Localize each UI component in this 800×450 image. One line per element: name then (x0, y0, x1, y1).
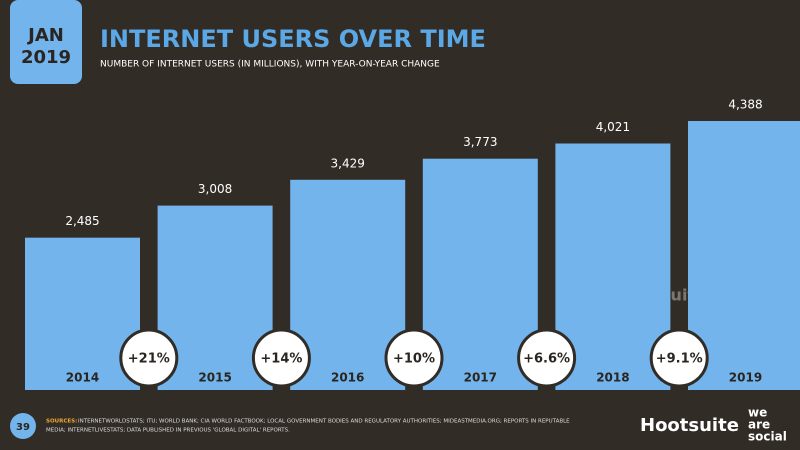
change-label: +6.6% (523, 352, 570, 367)
chart-title: INTERNET USERS OVER TIME (100, 25, 486, 53)
x-tick-label: 2016 (331, 371, 364, 385)
sources: INTERNETWORLDSTATS; ITU; WORLD BANK; CIA… (78, 419, 570, 425)
year: 2019 (21, 47, 71, 68)
brand: we (748, 406, 767, 420)
bar (688, 120, 800, 390)
value-label: 3,773 (463, 135, 497, 149)
x-tick-label: 2017 (464, 371, 497, 385)
x-tick-label: 2018 (596, 371, 629, 385)
subtitle: NUMBER OF INTERNET USERS (IN MILLIONS), … (100, 60, 440, 70)
value-label: 3,429 (331, 156, 365, 170)
month: JAN (26, 25, 64, 46)
change-label: +21% (128, 352, 170, 367)
change-badge (517, 328, 577, 388)
change-label: +9.1% (656, 352, 703, 367)
change-badge (119, 328, 179, 388)
brand: are (748, 418, 770, 432)
change-badge (251, 328, 311, 388)
x-tick-label: 2014 (66, 371, 99, 385)
value-label: 3,008 (198, 182, 232, 196)
brand: Hootsuite (640, 415, 739, 436)
brand: social (748, 430, 787, 444)
sources-label: SOURCES: (46, 419, 77, 425)
change-label: +10% (393, 352, 435, 367)
change-label: +14% (260, 352, 302, 367)
change-badge (384, 328, 444, 388)
x-tick-label: 2015 (198, 371, 231, 385)
value-label: 2,485 (65, 214, 99, 228)
change-badge (649, 328, 709, 388)
x-tick-label: 2019 (729, 371, 762, 385)
date-badge (10, 0, 82, 84)
value-label: 4,388 (728, 97, 762, 111)
page-badge (10, 413, 36, 439)
sources: MEDIA; INTERNETLIVESTATS; DATA PUBLISHED… (46, 428, 290, 434)
value-label: 4,021 (596, 120, 630, 134)
page-number: 39 (16, 422, 30, 433)
